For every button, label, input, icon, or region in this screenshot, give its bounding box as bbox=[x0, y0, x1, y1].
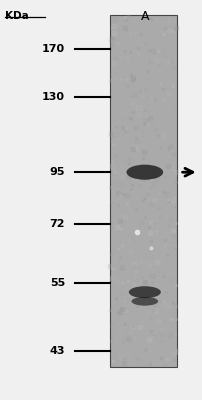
Bar bbox=[110, 15, 177, 367]
Ellipse shape bbox=[132, 297, 158, 306]
Ellipse shape bbox=[126, 165, 163, 180]
Text: A: A bbox=[141, 10, 149, 23]
Ellipse shape bbox=[129, 286, 161, 298]
Text: 95: 95 bbox=[50, 167, 65, 177]
Text: 72: 72 bbox=[50, 219, 65, 229]
Text: 43: 43 bbox=[50, 346, 65, 356]
Text: KDa: KDa bbox=[5, 11, 29, 21]
Text: 55: 55 bbox=[50, 278, 65, 288]
Text: 130: 130 bbox=[42, 92, 65, 102]
Text: 170: 170 bbox=[42, 44, 65, 54]
